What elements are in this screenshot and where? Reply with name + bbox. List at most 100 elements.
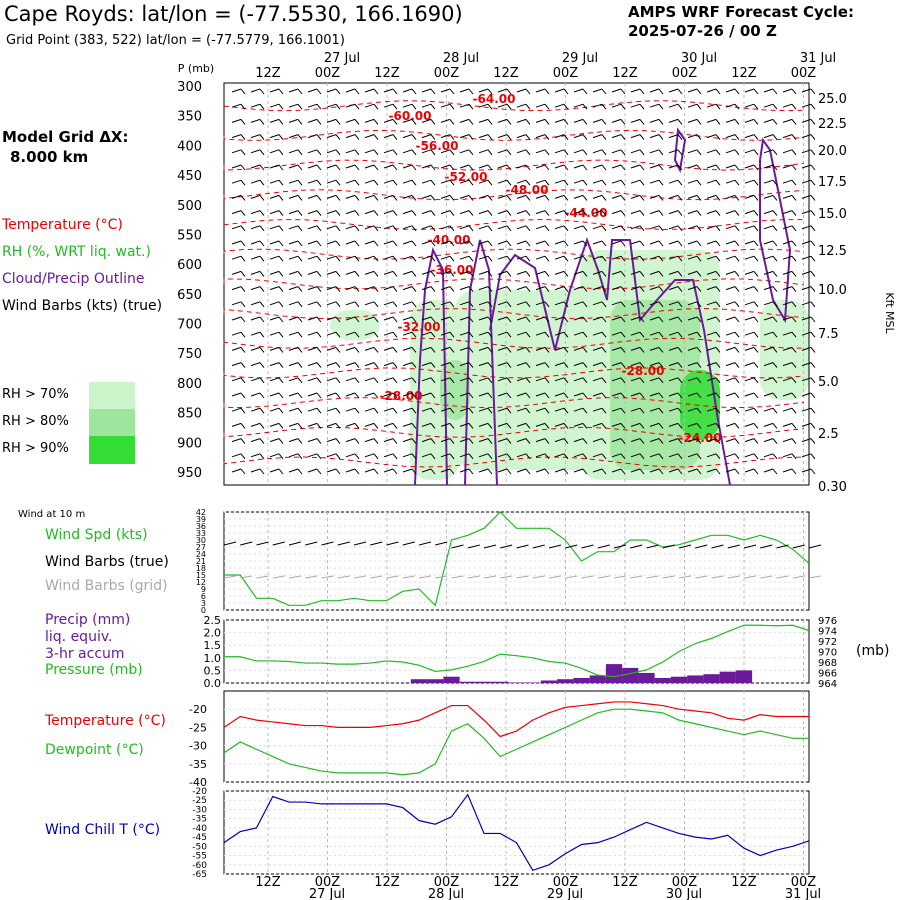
wind-barb [478, 346, 493, 353]
wind-barb-flag [240, 255, 246, 262]
wind-barb [535, 346, 550, 353]
pressure-tick-label: 950 [177, 466, 202, 481]
wind-barb-flag [411, 240, 417, 247]
wind-barb [402, 270, 417, 277]
wind-barb [326, 286, 341, 292]
wind-barb [345, 468, 360, 475]
wind-barb-grid [630, 575, 643, 579]
wind-barb-flag [525, 179, 531, 186]
wind-barb-staff [345, 286, 356, 291]
wind-barb-flag [677, 316, 683, 323]
wind-barb-flag [525, 347, 531, 353]
wind-barb-flag [563, 210, 569, 216]
wind-barb [383, 88, 398, 95]
wind-barb-flag [810, 377, 816, 384]
wind-barb-flag [620, 179, 626, 186]
isotherm-line [223, 278, 805, 290]
wind-barb [269, 331, 284, 338]
wind-barb [706, 316, 721, 323]
wind-barb-staff [706, 225, 717, 230]
wind-barb-staff [668, 407, 679, 412]
wind-barb [782, 118, 797, 125]
wind-barb-staff [763, 179, 774, 184]
wind-barb-flag [791, 88, 797, 95]
wind-barb [478, 179, 493, 186]
wind-barb-staff [421, 88, 432, 93]
wind-barb [383, 438, 398, 444]
wind-barb-flag [392, 286, 398, 292]
wind-barb [706, 240, 721, 247]
wind-barb-staff [345, 377, 356, 382]
wind-barb-flag [715, 377, 721, 384]
wind-barb [744, 316, 759, 323]
wind-barb [649, 453, 664, 460]
wind-barb-staff [649, 468, 660, 473]
wind-barb-staff [611, 270, 622, 275]
wind-barb [573, 118, 588, 125]
wind-barb [440, 194, 455, 201]
wind-barb-grid [678, 575, 692, 579]
wind-barb [516, 331, 531, 338]
wind-barb-flag [563, 377, 569, 384]
wind-barb-flag [791, 362, 797, 368]
windchill-tick-label: -50 [192, 842, 207, 852]
wind-barb [402, 103, 417, 110]
precip-bar [475, 681, 493, 683]
wind-barb-flag [734, 134, 740, 140]
wind-barb-staff [440, 270, 451, 275]
wind-barb [307, 407, 322, 414]
wind-barb-staff [478, 422, 489, 427]
wind-barb-staff [592, 422, 603, 427]
wind-barb-flag [278, 88, 284, 95]
wind-barb-staff [763, 286, 774, 291]
bottom-time-tick-label: 12Z [731, 875, 757, 890]
wind-barb-staff [801, 179, 812, 184]
windchill-tick-label: -20 [192, 787, 207, 797]
wind-barb-flag [373, 407, 379, 414]
wind-barb [364, 392, 379, 399]
wind-barb-staff [345, 164, 356, 169]
wind-tick-label: 33 [196, 529, 206, 538]
wind-barb [478, 164, 493, 171]
wind-barb-flag [468, 103, 474, 110]
wind-barb [269, 422, 284, 429]
wind-barb-staff [687, 118, 698, 123]
wind-barb [478, 377, 493, 384]
wind-barb-staff [269, 331, 280, 336]
wind-barb-staff [383, 134, 394, 139]
wind-barb-staff [611, 103, 622, 108]
wind-barb [269, 194, 284, 201]
wind-barb [763, 316, 778, 323]
wind-barb-staff [782, 270, 793, 275]
wind-barb [649, 134, 664, 140]
wind-barb-staff [421, 240, 432, 245]
wind-barb-flag [601, 453, 607, 460]
wind-barb-staff [383, 331, 394, 336]
wind-barb [649, 149, 664, 156]
wind-barb-staff [383, 392, 394, 397]
wind-barb-staff [535, 194, 546, 199]
wind-barb-flag [658, 195, 664, 201]
wind-barb [763, 453, 778, 460]
wind-barb-flag [354, 423, 360, 429]
windchill-tick-label: -40 [192, 824, 207, 834]
wind-barb-10m [776, 544, 789, 549]
wind-barb-flag [563, 362, 569, 368]
wind-barb-flag [525, 225, 531, 232]
wind-barb-flag [297, 103, 303, 110]
wind-barb-staff [782, 118, 793, 123]
wind-barb-staff [744, 468, 755, 473]
wind-barb-staff [250, 149, 261, 154]
wind-barb [326, 194, 341, 201]
wind-barb-flag [544, 377, 550, 384]
legend-rh90-swatch [89, 436, 135, 464]
wind-barb-flag [582, 255, 588, 262]
wind-barb-flag [449, 438, 455, 444]
wind-barb-staff [421, 392, 432, 397]
wind-barb [307, 392, 322, 399]
wind-barb-staff [250, 194, 261, 199]
legend-precip-line1: Precip (mm) [45, 612, 131, 628]
wind-barb [440, 164, 455, 171]
top-date-label: 31 Jul [800, 51, 836, 66]
wind-barb-flag [335, 271, 341, 277]
